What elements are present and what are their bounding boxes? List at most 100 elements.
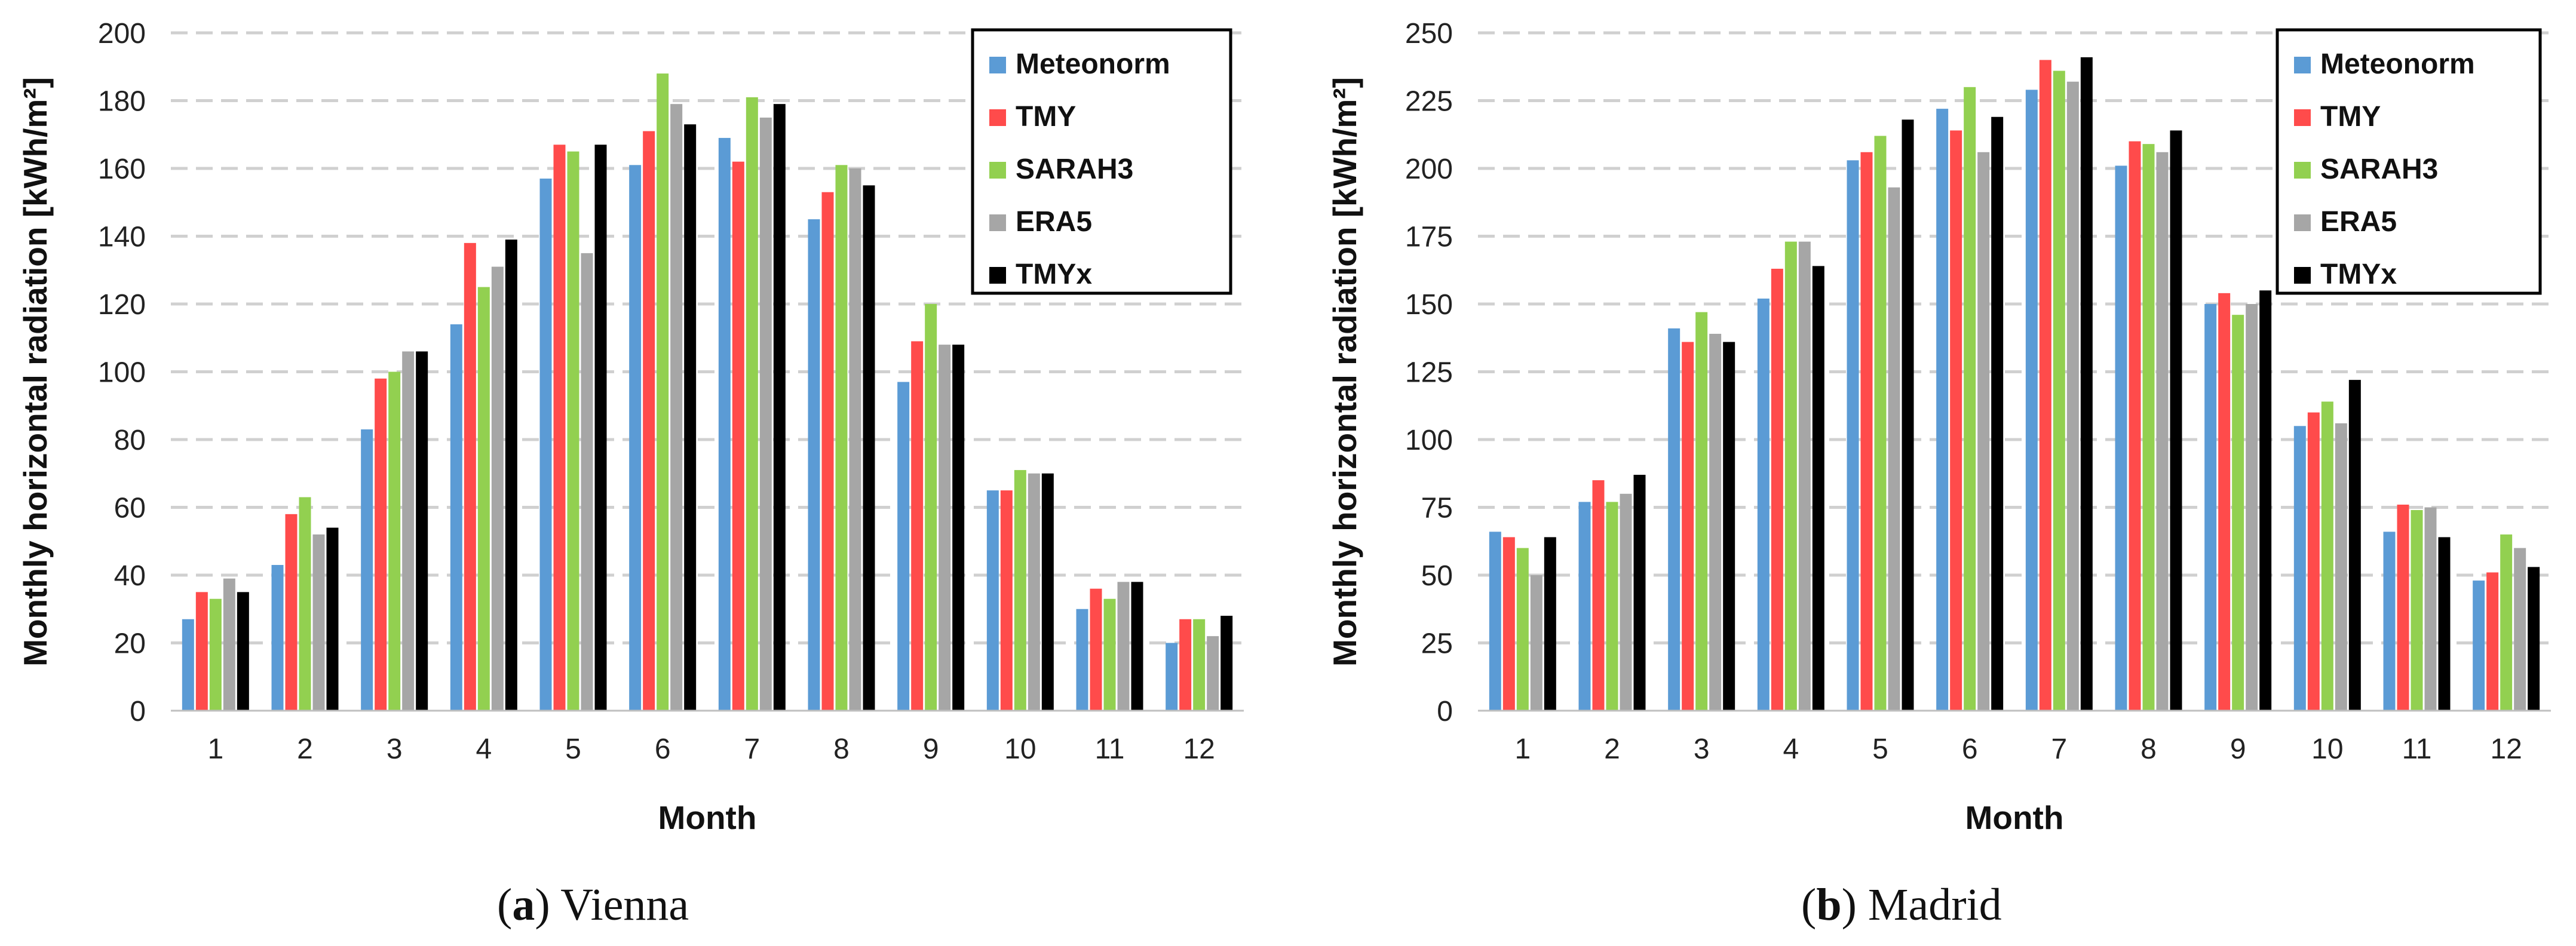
bar-tmyx-month-12 (2528, 567, 2540, 711)
bar-era5-month-10 (1028, 473, 1040, 711)
bar-era5-month-1 (1530, 575, 1542, 711)
legend-swatch-sarah3 (989, 162, 1006, 179)
bar-tmy-month-10 (1000, 490, 1013, 711)
bar-tmyx-month-4 (505, 239, 517, 711)
x-tick-label: 4 (476, 733, 492, 765)
bar-sarah3-month-3 (388, 371, 401, 711)
bar-sarah3-month-9 (2232, 315, 2244, 711)
x-tick-label: 8 (2140, 733, 2157, 765)
y-tick-label: 60 (114, 493, 146, 524)
bar-tmyx-month-6 (1991, 116, 2004, 711)
legend-label-tmyx: TMYx (1016, 259, 1092, 290)
bar-tmy-month-1 (195, 592, 208, 711)
y-tick-label: 75 (1421, 493, 1453, 524)
bar-tmyx-month-10 (2348, 380, 2361, 711)
bar-tmyx-month-3 (416, 351, 428, 711)
y-tick-label: 100 (98, 357, 146, 389)
x-tick-label: 4 (1783, 733, 1799, 765)
bar-sarah3-month-5 (1874, 136, 1887, 711)
y-tick-label: 140 (98, 222, 146, 253)
legend-swatch-tmy (989, 109, 1006, 126)
legend-box (2276, 28, 2542, 295)
x-tick-label: 5 (565, 733, 581, 765)
x-tick-label: 12 (1183, 733, 1215, 765)
bar-meteonorm-month-12 (1166, 643, 1178, 711)
bar-meteonorm-month-12 (2473, 580, 2485, 711)
bar-meteonorm-month-2 (271, 564, 284, 711)
bar-tmyx-month-7 (773, 104, 786, 711)
bar-tmyx-month-6 (684, 124, 697, 711)
x-tick-label: 1 (207, 733, 223, 765)
x-tick-label: 10 (1004, 733, 1036, 765)
legend: Meteonorm TMY SARAH3 ERA5 TMYx (2276, 28, 2542, 295)
caption-madrid: (b) Madrid (1801, 879, 2002, 931)
bar-tmy-month-8 (2129, 141, 2141, 711)
bar-tmy-month-9 (911, 341, 924, 711)
x-tick-label: 3 (1694, 733, 1710, 765)
legend-label-sarah3: SARAH3 (1016, 153, 1133, 185)
bar-tmy-month-10 (2307, 412, 2320, 711)
bar-tmy-month-1 (1502, 537, 1515, 711)
bar-sarah3-month-11 (2411, 510, 2423, 711)
bar-era5-month-9 (939, 345, 951, 711)
x-tick-label: 7 (2051, 733, 2067, 765)
bar-tmy-month-11 (2397, 504, 2409, 711)
bar-meteonorm-month-11 (1076, 609, 1088, 711)
legend-swatch-era5 (989, 214, 1006, 231)
x-tick-label: 6 (1962, 733, 1978, 765)
bar-era5-month-7 (2066, 81, 2079, 711)
bar-tmyx-month-8 (2170, 130, 2182, 711)
y-tick-label: 250 (1405, 18, 1453, 50)
bar-meteonorm-month-8 (808, 219, 820, 711)
bar-meteonorm-month-3 (1668, 328, 1680, 711)
caption-city-madrid: Madrid (1867, 880, 2002, 930)
y-tick-label: 200 (1405, 153, 1453, 185)
x-tick-label: 8 (833, 733, 850, 765)
y-tick-label: 0 (1437, 696, 1453, 727)
caption-vienna: (a) Vienna (497, 879, 689, 931)
x-axis-title: Month (1965, 799, 2064, 836)
bar-sarah3-month-12 (1193, 619, 1206, 711)
bar-sarah3-month-2 (1606, 502, 1618, 711)
bar-era5-month-6 (1977, 152, 1990, 711)
bar-meteonorm-month-2 (1578, 502, 1591, 711)
bar-meteonorm-month-9 (2204, 304, 2217, 711)
bar-tmy-month-6 (643, 131, 655, 711)
y-tick-label: 150 (1405, 289, 1453, 321)
bar-era5-month-2 (1620, 493, 1632, 711)
bar-tmyx-month-12 (1220, 616, 1233, 711)
x-tick-label: 5 (1872, 733, 1888, 765)
x-tick-label: 2 (297, 733, 313, 765)
bar-tmy-month-11 (1090, 588, 1102, 711)
bar-tmy-month-7 (2039, 60, 2051, 711)
bar-sarah3-month-7 (746, 97, 758, 711)
bar-meteonorm-month-5 (1847, 160, 1859, 711)
bar-era5-month-2 (312, 534, 325, 711)
bar-tmyx-month-11 (1131, 582, 1143, 711)
bar-sarah3-month-7 (2053, 70, 2065, 711)
bar-sarah3-month-8 (2142, 144, 2155, 711)
bar-sarah3-month-6 (657, 73, 669, 711)
bar-era5-month-5 (581, 253, 593, 711)
bar-meteonorm-month-1 (182, 619, 194, 711)
bar-era5-month-12 (1207, 636, 1219, 711)
x-tick-label: 9 (923, 733, 939, 765)
legend-label-tmy: TMY (1016, 101, 1076, 133)
bar-era5-month-9 (2246, 304, 2258, 711)
x-tick-label: 2 (1604, 733, 1620, 765)
bar-tmyx-month-1 (1544, 537, 1556, 711)
bar-era5-month-1 (223, 578, 235, 711)
y-tick-label: 160 (98, 153, 146, 185)
bar-meteonorm-month-7 (2025, 90, 2038, 711)
bar-era5-month-3 (1709, 333, 1722, 711)
bar-tmyx-month-4 (1812, 266, 1824, 711)
bar-sarah3-month-9 (925, 304, 937, 711)
bar-era5-month-4 (491, 266, 504, 711)
bar-meteonorm-month-10 (986, 490, 999, 711)
y-tick-label: 25 (1421, 628, 1453, 660)
y-tick-label: 180 (98, 86, 146, 118)
bar-sarah3-month-6 (1964, 87, 1976, 711)
bar-tmyx-month-10 (1041, 473, 1054, 711)
